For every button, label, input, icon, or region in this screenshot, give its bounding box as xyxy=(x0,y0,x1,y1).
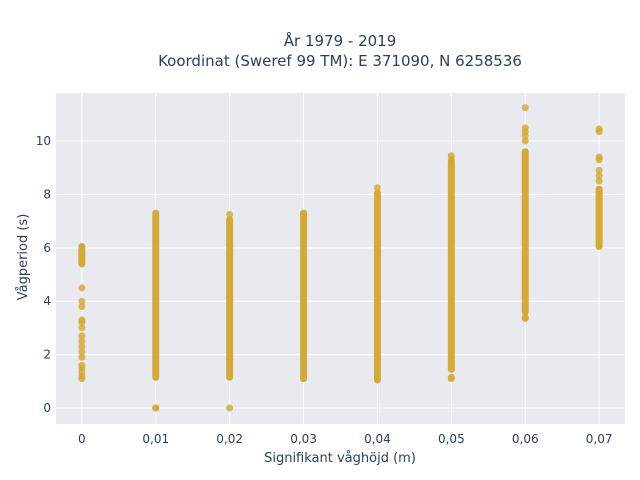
x-axis-label: Signifikant våghöjd (m) xyxy=(264,451,416,466)
y-tick-label: 6 xyxy=(43,241,51,255)
data-point xyxy=(78,303,86,311)
y-tick-label: 2 xyxy=(43,348,51,362)
data-point xyxy=(78,361,86,369)
x-axis-ticks: 0 0,01 0,02 0,03 0,04 0,05 0,06 0,07 xyxy=(78,432,612,446)
data-point xyxy=(226,210,234,218)
data-point xyxy=(447,152,455,160)
data-point xyxy=(152,404,160,412)
x-tick-label: 0,07 xyxy=(586,432,613,446)
data-point xyxy=(78,343,86,351)
y-tick-label: 4 xyxy=(43,294,51,308)
data-point xyxy=(78,324,86,332)
data-point xyxy=(447,373,455,381)
y-tick-label: 0 xyxy=(43,401,51,415)
data-point xyxy=(78,332,86,340)
data-point xyxy=(521,104,529,112)
data-point xyxy=(78,316,86,324)
plot-area xyxy=(56,93,625,424)
x-tick-label: 0 xyxy=(78,432,86,446)
data-point xyxy=(78,297,86,305)
data-point xyxy=(521,313,529,321)
scatter-points xyxy=(78,104,603,412)
x-tick-label: 0,01 xyxy=(142,432,169,446)
x-tick-label: 0,04 xyxy=(364,432,391,446)
data-point xyxy=(521,124,529,132)
data-point xyxy=(521,137,529,145)
x-tick-label: 0,05 xyxy=(438,432,465,446)
data-point xyxy=(595,177,603,185)
chart-title-line-2: Koordinat (Sweref 99 TM): E 371090, N 62… xyxy=(158,52,522,70)
data-point xyxy=(78,284,86,292)
y-axis-ticks: 0 2 4 6 8 10 xyxy=(36,134,51,415)
data-point xyxy=(595,172,603,180)
data-point xyxy=(78,348,86,356)
x-tick-label: 0,03 xyxy=(290,432,317,446)
data-point xyxy=(78,337,86,345)
data-point xyxy=(373,184,381,192)
data-point xyxy=(595,125,603,133)
y-tick-label: 10 xyxy=(36,134,51,148)
y-tick-label: 8 xyxy=(43,187,51,201)
y-axis-label: Vågperiod (s) xyxy=(16,214,31,301)
x-tick-label: 0,06 xyxy=(512,432,539,446)
chart-title-line-1: År 1979 - 2019 xyxy=(284,31,397,50)
data-point xyxy=(78,353,86,361)
data-point xyxy=(226,404,234,412)
x-tick-label: 0,02 xyxy=(216,432,243,446)
data-point xyxy=(595,166,603,174)
data-point xyxy=(595,153,603,161)
